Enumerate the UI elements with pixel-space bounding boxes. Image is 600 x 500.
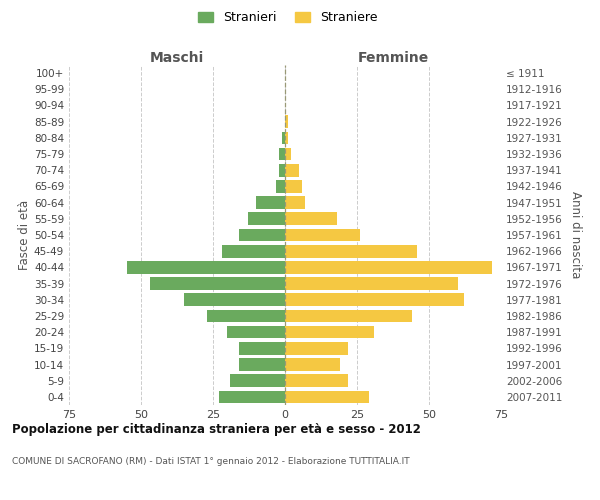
Bar — [285, 180, 302, 192]
Bar — [248, 212, 285, 225]
Bar — [285, 261, 493, 274]
Text: Maschi: Maschi — [150, 51, 204, 65]
Text: Popolazione per cittadinanza straniera per età e sesso - 2012: Popolazione per cittadinanza straniera p… — [12, 422, 421, 436]
Bar — [184, 294, 285, 306]
Bar — [285, 342, 349, 354]
Bar — [239, 342, 285, 354]
Bar — [239, 228, 285, 241]
Bar — [285, 228, 360, 241]
Bar — [285, 148, 291, 160]
Bar — [285, 390, 368, 403]
Bar — [230, 374, 285, 387]
Bar — [285, 310, 412, 322]
Text: Femmine: Femmine — [358, 51, 428, 65]
Legend: Stranieri, Straniere: Stranieri, Straniere — [193, 6, 383, 29]
Bar — [285, 116, 288, 128]
Bar — [279, 148, 285, 160]
Bar — [277, 180, 285, 192]
Bar — [279, 164, 285, 176]
Bar — [285, 278, 458, 290]
Bar — [221, 245, 285, 258]
Bar — [285, 212, 337, 225]
Bar — [282, 132, 285, 144]
Bar — [285, 374, 349, 387]
Bar — [285, 294, 464, 306]
Bar — [285, 132, 288, 144]
Y-axis label: Fasce di età: Fasce di età — [18, 200, 31, 270]
Bar — [227, 326, 285, 338]
Bar — [285, 245, 418, 258]
Bar — [285, 358, 340, 371]
Text: COMUNE DI SACROFANO (RM) - Dati ISTAT 1° gennaio 2012 - Elaborazione TUTTITALIA.: COMUNE DI SACROFANO (RM) - Dati ISTAT 1°… — [12, 458, 410, 466]
Bar — [256, 196, 285, 209]
Bar — [239, 358, 285, 371]
Bar — [285, 164, 299, 176]
Bar — [219, 390, 285, 403]
Bar — [207, 310, 285, 322]
Bar — [149, 278, 285, 290]
Bar — [285, 326, 374, 338]
Y-axis label: Anni di nascita: Anni di nascita — [569, 192, 582, 278]
Bar — [285, 196, 305, 209]
Bar — [127, 261, 285, 274]
